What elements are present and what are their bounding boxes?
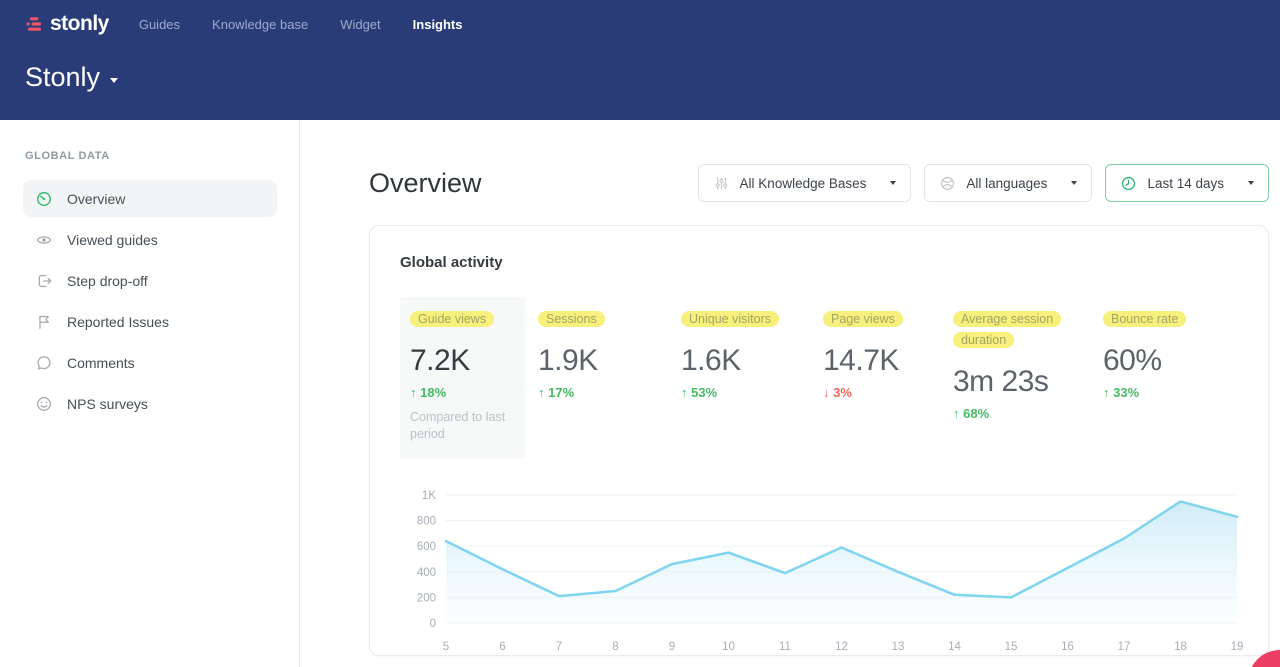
stonly-logo-icon	[26, 17, 41, 31]
svg-text:0: 0	[430, 618, 436, 630]
metric-label: Page views	[823, 311, 903, 327]
metric-label: Unique visitors	[681, 311, 779, 327]
step-out-icon	[35, 272, 53, 290]
chevron-down-icon	[110, 78, 119, 83]
svg-text:12: 12	[835, 641, 848, 653]
eye-icon	[35, 231, 53, 249]
nav-widget[interactable]: Widget	[340, 16, 381, 32]
metric-label: Bounce rate	[1103, 311, 1187, 327]
global-activity-card: Global activity Guide views 7.2K ↑ 18% Comp…	[369, 225, 1269, 656]
metric-note: Compared to last period	[410, 410, 506, 441]
flag-icon	[35, 313, 53, 331]
sidebar-item-step-drop-off[interactable]: Step drop-off	[23, 262, 277, 299]
metric-value: 1.6K	[681, 344, 741, 377]
sidebar-section-label: GLOBAL DATA	[25, 150, 110, 162]
svg-text:14: 14	[948, 641, 961, 653]
svg-text:400: 400	[417, 567, 436, 579]
metric-delta: ↑ 18%	[410, 385, 447, 400]
metric-delta: ↑ 17%	[538, 385, 575, 400]
metric-average-session-duration[interactable]: Average session duration 3m 23s ↑ 68%	[953, 297, 1090, 421]
filter-label: All languages	[966, 175, 1048, 191]
metric-delta: ↑ 33%	[1103, 385, 1140, 400]
svg-text:16: 16	[1061, 641, 1074, 653]
activity-chart-wrap: 0 200 400 600 800 1K 5 6 7 8 9 10 11 12 13 14 15 16 17 18 19	[400, 489, 1244, 659]
chevron-down-icon	[890, 181, 897, 185]
metric-bounce-rate[interactable]: Bounce rate 60% ↑ 33%	[1103, 297, 1223, 400]
filters-bar: All Knowledge Bases All languages Last 14 …	[697, 164, 1269, 202]
filter-last-14-days-dropdown[interactable]: Last 14 days	[1105, 164, 1269, 202]
sidebar-item-label: Step drop-off	[67, 272, 148, 289]
comment-icon	[35, 354, 53, 372]
globe-icon	[939, 175, 956, 192]
nav-insights[interactable]: Insights	[412, 16, 463, 32]
clock-icon	[1120, 175, 1137, 192]
svg-text:5: 5	[443, 641, 449, 653]
nav-knowledge-base[interactable]: Knowledge base	[212, 16, 309, 32]
metric-value: 3m 23s	[953, 365, 1049, 398]
svg-text:15: 15	[1005, 641, 1018, 653]
stonly-logo[interactable]: stonly	[25, 12, 109, 36]
svg-text:200: 200	[417, 592, 436, 604]
svg-text:1K: 1K	[422, 490, 436, 502]
svg-text:18: 18	[1174, 641, 1187, 653]
sidebar-item-label: Reported Issues	[67, 313, 169, 330]
metric-delta: ↑ 53%	[681, 385, 718, 400]
page-title: Overview	[369, 167, 482, 198]
primary-nav: Guides Knowledge base Widget Insights	[139, 17, 463, 32]
top-navbar: stonly Guides Knowledge base Widget Insight…	[0, 0, 1280, 120]
main-content: Overview All Knowledge Bases All language…	[300, 120, 1280, 667]
metric-delta: ↑ 68%	[953, 406, 990, 421]
svg-text:19: 19	[1231, 641, 1244, 653]
metric-guide-views[interactable]: Guide views 7.2K ↑ 18% Compared to last per…	[400, 297, 525, 459]
smiley-icon	[35, 395, 53, 413]
sidebar-item-nps-surveys[interactable]: NPS surveys	[23, 385, 277, 422]
svg-text:7: 7	[556, 641, 562, 653]
metric-unique-visitors[interactable]: Unique visitors 1.6K ↑ 53%	[681, 297, 810, 400]
sidebar-item-label: Viewed guides	[67, 231, 158, 248]
svg-text:6: 6	[499, 641, 505, 653]
sidebar-item-label: NPS surveys	[67, 395, 148, 412]
filter-all-knowledge-bases-dropdown[interactable]: All Knowledge Bases	[697, 164, 912, 202]
metric-value: 14.7K	[823, 344, 899, 377]
activity-area-chart: 0 200 400 600 800 1K 5 6 7 8 9 10 11 12 13 14 15 16 17 18 19	[417, 490, 1244, 653]
sidebar-item-comments[interactable]: Comments	[23, 344, 277, 381]
metric-label: Average session duration	[953, 311, 1062, 348]
chevron-down-icon	[1071, 181, 1078, 185]
metric-value: 7.2K	[410, 344, 470, 377]
nav-guides[interactable]: Guides	[138, 16, 181, 32]
workspace-switcher[interactable]: Stonly	[25, 62, 119, 93]
svg-text:8: 8	[612, 641, 618, 653]
sidebar-item-reported-issues[interactable]: Reported Issues	[23, 303, 277, 340]
svg-text:10: 10	[722, 641, 735, 653]
svg-text:800: 800	[417, 516, 436, 528]
card-title: Global activity	[400, 254, 503, 271]
sidebar-item-viewed-guides[interactable]: Viewed guides	[23, 221, 277, 258]
sidebar-item-overview[interactable]: Overview	[23, 180, 277, 217]
filter-label: Last 14 days	[1147, 175, 1224, 191]
svg-text:600: 600	[417, 541, 436, 553]
svg-text:13: 13	[892, 641, 905, 653]
metric-sessions[interactable]: Sessions 1.9K ↑ 17%	[538, 297, 668, 400]
svg-text:11: 11	[779, 641, 791, 653]
chevron-down-icon	[1248, 181, 1254, 185]
sidebar-item-label: Comments	[67, 354, 135, 371]
metric-page-views[interactable]: Page views 14.7K ↓ 3%	[823, 297, 940, 400]
metric-label: Guide views	[410, 311, 495, 327]
metrics-row: Guide views 7.2K ↑ 18% Compared to last per…	[400, 297, 1238, 459]
logo-text: stonly	[50, 12, 109, 35]
sliders-icon	[713, 175, 730, 192]
gauge-icon	[35, 190, 53, 208]
sidebar: GLOBAL DATA Overview Viewed guides Step dr…	[0, 120, 300, 667]
metric-value: 60%	[1103, 344, 1162, 377]
metric-value: 1.9K	[538, 344, 598, 377]
sidebar-item-label: Overview	[67, 190, 126, 207]
svg-text:9: 9	[669, 641, 675, 653]
filter-label: All Knowledge Bases	[739, 175, 867, 191]
metric-label: Sessions	[538, 311, 605, 327]
workspace-title: Stonly	[25, 62, 101, 92]
svg-text:17: 17	[1118, 641, 1131, 653]
metric-delta: ↓ 3%	[823, 385, 852, 400]
filter-all-languages-dropdown[interactable]: All languages	[924, 164, 1093, 202]
